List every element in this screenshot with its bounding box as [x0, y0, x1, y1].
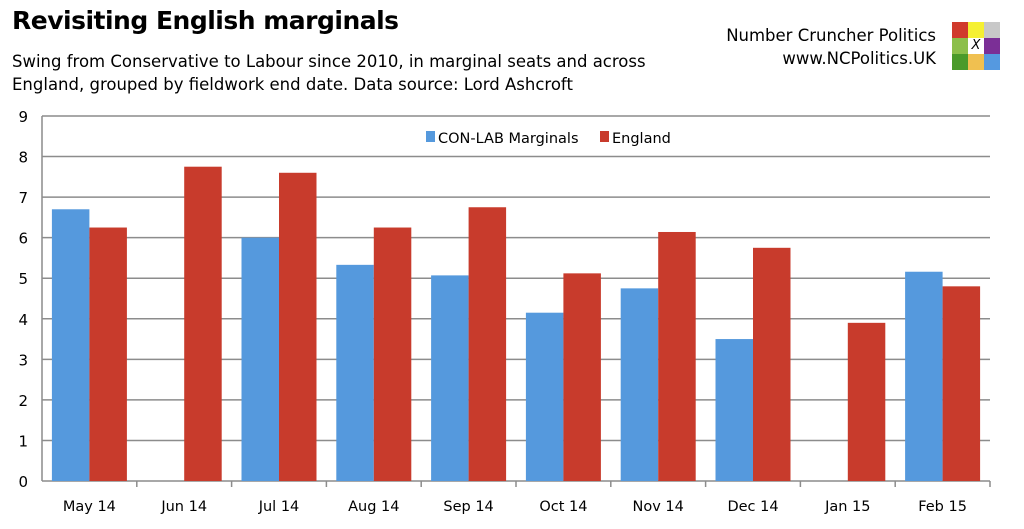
bar-england	[942, 286, 981, 481]
logo-cell	[984, 38, 1000, 54]
logo-cell	[968, 22, 984, 38]
bar-marginals	[525, 312, 564, 481]
chart-title: Revisiting English marginals	[12, 6, 399, 35]
bar-england	[184, 166, 222, 481]
x-tick-label: Jan 15	[824, 499, 870, 515]
bar-england	[279, 172, 317, 481]
legend-swatch	[600, 131, 609, 142]
y-tick-label: 1	[18, 432, 28, 450]
logo-cell	[952, 22, 968, 38]
logo-cell	[984, 22, 1000, 38]
logo-cell	[952, 54, 968, 70]
bar-marginals	[241, 237, 279, 481]
legend-swatch	[426, 131, 435, 142]
bar-marginals	[715, 339, 753, 481]
bar-marginals	[905, 271, 943, 481]
y-tick-label: 0	[18, 473, 28, 491]
bar-england	[753, 247, 791, 481]
legend-label: England	[612, 131, 671, 147]
bar-marginals	[620, 288, 659, 481]
bar-england	[563, 273, 601, 481]
y-tick-label: 9	[18, 108, 28, 126]
logo-cell	[984, 54, 1000, 70]
x-tick-label: Jul 14	[258, 499, 300, 515]
logo-cell	[952, 38, 968, 54]
x-tick-label: Nov 14	[633, 499, 684, 515]
y-tick-label: 6	[18, 230, 28, 248]
bar-england	[658, 231, 696, 481]
logo-cell	[968, 54, 984, 70]
y-tick-label: 4	[18, 311, 28, 329]
bar-marginals	[431, 275, 469, 481]
y-tick-label: 5	[18, 270, 28, 288]
brand-name: Number Cruncher Politics	[726, 26, 936, 45]
y-tick-label: 8	[18, 149, 28, 167]
y-tick-label: 3	[18, 351, 28, 369]
brand: Number Cruncher Politics www.NCPolitics.…	[726, 24, 936, 70]
x-tick-label: May 14	[63, 499, 116, 515]
bar-england	[847, 322, 886, 481]
chart-subtitle: Swing from Conservative to Labour since …	[12, 52, 646, 94]
legend-label: CON-LAB Marginals	[438, 131, 579, 147]
x-tick-label: Aug 14	[348, 499, 399, 515]
bar-england	[373, 227, 412, 481]
x-tick-label: Oct 14	[539, 499, 587, 515]
y-tick-label: 2	[18, 392, 28, 410]
x-tick-label: Jun 14	[160, 499, 207, 515]
brand-url: www.NCPolitics.UK	[782, 49, 936, 68]
x-tick-label: Dec 14	[727, 499, 778, 515]
bar-england	[468, 207, 507, 481]
x-tick-label: Sep 14	[443, 499, 493, 515]
bar-marginals	[336, 264, 374, 481]
y-tick-label: 7	[18, 189, 28, 207]
brand-logo: X	[952, 22, 1000, 70]
x-tick-label: Feb 15	[918, 499, 967, 515]
bar-marginals	[51, 209, 90, 481]
bar-england	[89, 227, 127, 481]
logo-cell: X	[968, 38, 984, 54]
